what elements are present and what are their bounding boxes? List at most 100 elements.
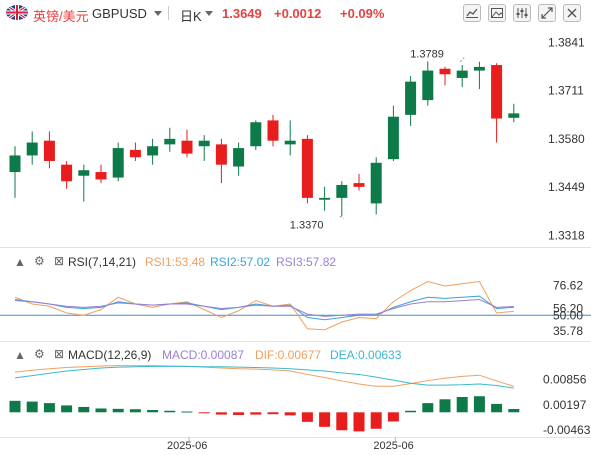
macd-title: MACD(12,26,9) [68, 348, 152, 362]
price-tick-label: 1.3580 [548, 132, 585, 146]
rsi-settings-icon[interactable]: ⚙ [34, 254, 45, 268]
macd-histogram-bar [473, 396, 485, 413]
candle-up [233, 148, 245, 167]
dif-line [14, 365, 514, 387]
candle-down [267, 120, 279, 141]
rsi-tick-label: 76.62 [553, 278, 583, 292]
rsi-line-3 [14, 298, 514, 317]
candle-up [405, 81, 417, 115]
macd-tick-label: -0.00463 [543, 423, 591, 437]
macd-histogram-bar [9, 400, 21, 413]
price-tick-label: 1.3318 [548, 229, 585, 243]
macd-histogram-bar [26, 401, 38, 413]
price-change: +0.0012 [274, 6, 322, 21]
last-price: 1.3649 [222, 6, 262, 21]
macd-histogram-bar [78, 406, 90, 413]
rsi-tick-label: 56.20 [553, 301, 583, 315]
macd-histogram-bar [95, 408, 107, 413]
macd-histogram-bar [456, 397, 468, 413]
macd-histogram-bar [319, 412, 331, 427]
header-divider [168, 6, 169, 20]
x-tick-label: 2025-06 [373, 440, 413, 452]
candle-up [508, 113, 520, 118]
macd-collapse-icon[interactable]: ▲ [14, 348, 26, 362]
price-annotation: 1.3789 [410, 49, 444, 61]
close-icon[interactable] [563, 4, 581, 22]
candle-down [95, 172, 107, 180]
macd-histogram-bar [439, 399, 451, 413]
candle-up [336, 184, 348, 198]
macd-tick-label: 0.00856 [543, 373, 587, 387]
symbol-name[interactable]: 英镑/美元 [33, 9, 89, 24]
candle-up [319, 197, 331, 200]
candle-up [164, 138, 176, 145]
candle-up [78, 170, 90, 176]
candle-down [439, 68, 451, 75]
macd-histogram-bar [405, 410, 417, 413]
macd-histogram-bar [61, 405, 73, 413]
candle-up [9, 155, 21, 173]
rsi1-value: RSI1:53.48 [145, 255, 206, 269]
expand-icon[interactable] [538, 4, 556, 22]
picture-icon[interactable] [488, 4, 506, 22]
macd-histogram-bar [198, 412, 210, 414]
macd-histogram-bar [301, 412, 313, 422]
candle-down [129, 149, 141, 158]
macd-histogram-bar [215, 412, 227, 415]
candle-up [26, 142, 38, 156]
price-change-percent: +0.09% [340, 6, 385, 21]
annotation-leader [459, 57, 465, 63]
macd-histogram-bar [491, 403, 503, 413]
macd-histogram-bar [284, 412, 296, 416]
macd-value: MACD:0.00087 [162, 348, 245, 362]
rsi-tick-label: 35.78 [553, 324, 583, 338]
candle-up [456, 70, 468, 78]
macd-toggle-icon[interactable]: ⊠ [54, 347, 65, 361]
macd-histogram-bar [147, 410, 159, 413]
macd-histogram-bar [129, 409, 141, 413]
candle-up [387, 116, 399, 160]
macd-histogram-bar [43, 403, 55, 413]
x-tick-label: 2025-06 [167, 440, 207, 452]
macd-histogram-bar [508, 408, 520, 413]
macd-histogram-bar [164, 410, 176, 413]
symbol-code[interactable]: GBPUSD [92, 6, 147, 21]
candle-up [473, 66, 485, 71]
settings-icon[interactable] [513, 4, 531, 22]
candle-up [198, 140, 210, 147]
candle-down [43, 140, 55, 161]
dea-value: DEA:0.00633 [330, 348, 402, 362]
macd-histogram-bar [112, 408, 124, 413]
rsi3-value: RSI3:57.82 [276, 255, 337, 269]
candle-down [61, 164, 73, 182]
candle-up [370, 162, 382, 204]
symbol-dropdown-icon[interactable] [154, 11, 162, 16]
rsi-title: RSI(7,14,21) [68, 255, 137, 269]
candle-down [181, 140, 193, 154]
macd-settings-icon[interactable]: ⚙ [34, 347, 45, 361]
macd-histogram-bar [267, 412, 279, 415]
timeframe-dropdown-icon[interactable] [205, 11, 213, 16]
rsi-toggle-icon[interactable]: ⊠ [54, 254, 65, 268]
candle-up [422, 70, 434, 101]
price-annotation: 1.3370 [290, 219, 324, 231]
candle-down [301, 138, 313, 198]
rsi-line-1 [14, 280, 514, 331]
candle-up [112, 148, 124, 178]
rsi-collapse-icon[interactable]: ▲ [14, 255, 26, 269]
candle-up [250, 122, 262, 147]
price-tick-label: 1.3711 [548, 84, 584, 98]
rsi-line-2 [14, 295, 514, 321]
chart-type-icon[interactable] [463, 4, 481, 22]
rsi2-value: RSI2:57.02 [210, 255, 271, 269]
macd-histogram-bar [181, 411, 193, 413]
macd-histogram-bar [250, 412, 262, 415]
timeframe-selector[interactable]: 日K [180, 9, 202, 24]
macd-histogram-bar [233, 412, 245, 415]
annotation-leader [339, 215, 345, 219]
candle-up [147, 146, 159, 156]
macd-histogram-bar [370, 412, 382, 429]
price-tick-label: 1.3449 [548, 180, 585, 194]
macd-histogram-bar [422, 403, 434, 413]
